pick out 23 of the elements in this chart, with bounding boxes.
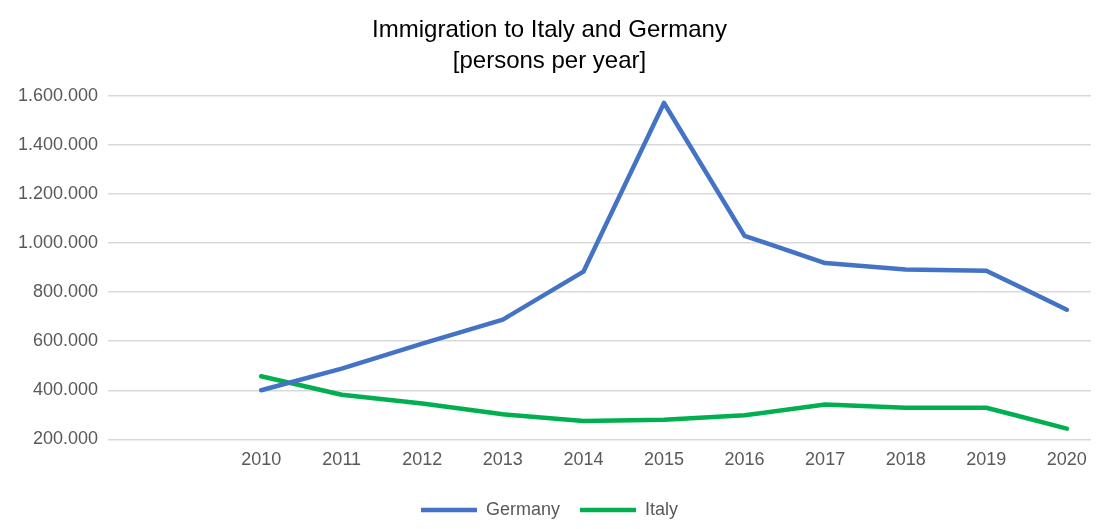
x-tick-label: 2012: [402, 449, 443, 470]
y-tick-label: 1.400.000: [18, 133, 99, 154]
x-tick-label: 2013: [482, 449, 523, 470]
x-tick-label: 2010: [241, 449, 282, 470]
y-tick-label: 1.600.000: [18, 84, 99, 105]
chart-title: Immigration to Italy and Germany: [372, 15, 727, 43]
x-tick-label: 2016: [724, 449, 765, 470]
x-tick-label: 2014: [563, 449, 604, 470]
x-tick-label: 2011: [322, 449, 362, 470]
x-tick-label: 2019: [966, 449, 1007, 470]
legend-label: Germany: [485, 498, 561, 519]
y-tick-label: 200.000: [33, 428, 99, 449]
legend-label: Italy: [645, 498, 679, 519]
chart-subtitle: [persons per year]: [452, 45, 647, 73]
y-tick-label: 1.000.000: [18, 231, 99, 252]
y-tick-label: 1.200.000: [18, 182, 99, 203]
y-tick-label: 800.000: [33, 281, 99, 302]
y-tick-label: 400.000: [33, 379, 99, 400]
x-tick-label: 2015: [643, 449, 685, 470]
x-tick-label: 2018: [885, 449, 926, 470]
x-tick-label: 2017: [805, 449, 846, 470]
x-tick-label: 2020: [1046, 449, 1087, 470]
y-tick-label: 600.000: [33, 330, 99, 351]
